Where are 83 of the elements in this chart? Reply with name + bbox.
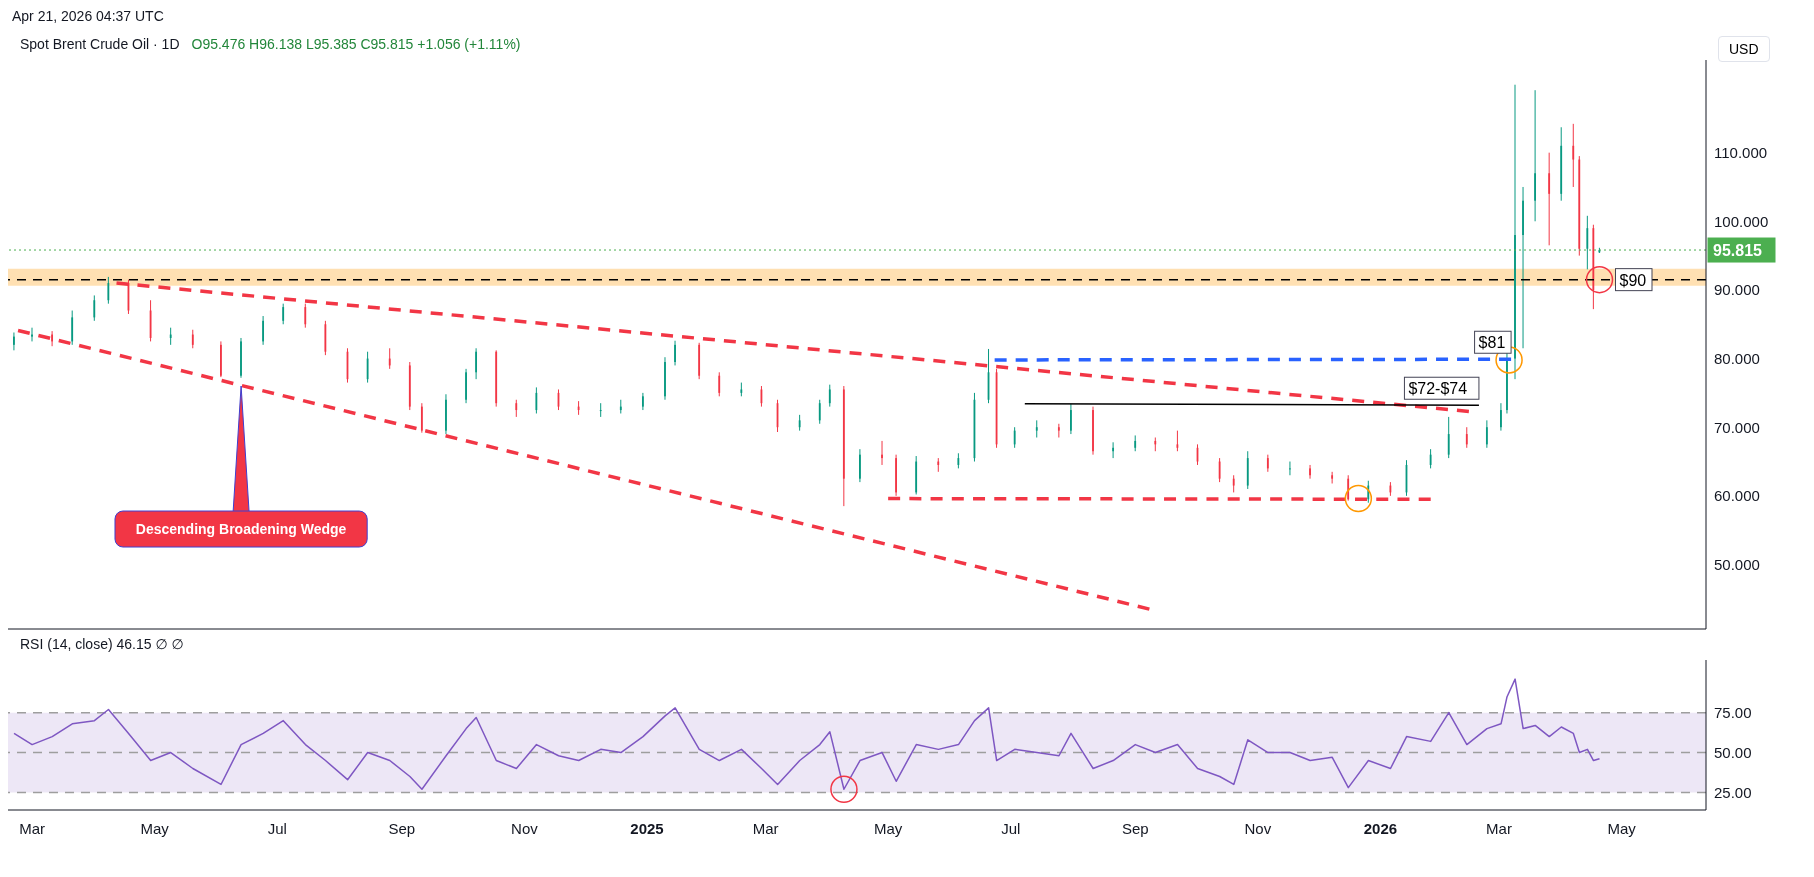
y-tick-label: 110.000 bbox=[1714, 143, 1768, 161]
candlestick bbox=[445, 393, 447, 435]
candlestick bbox=[1218, 457, 1221, 483]
text: Apr 21, 2026 04:37 UTC bbox=[12, 8, 164, 24]
x-tick-label: Nov bbox=[1244, 820, 1272, 837]
x-tick-label: Mar bbox=[1486, 820, 1512, 837]
candlestick bbox=[220, 340, 222, 378]
candlestick bbox=[1485, 419, 1488, 449]
x-tick-label: May bbox=[1607, 820, 1637, 837]
candlestick bbox=[1586, 215, 1589, 270]
y-tick-label: 60.000 bbox=[1714, 487, 1760, 505]
y-tick-label: 50.00 bbox=[1714, 743, 1752, 761]
candlestick bbox=[13, 331, 15, 351]
x-tick-label: Sep bbox=[388, 820, 416, 837]
candlestick bbox=[1013, 426, 1016, 449]
candlestick bbox=[1057, 423, 1060, 438]
x-tick-label: Jul bbox=[1001, 820, 1021, 837]
candlestick bbox=[1447, 416, 1450, 459]
chart-title: Spot Brent Crude Oil · 1D bbox=[20, 36, 180, 52]
candlestick bbox=[1092, 406, 1094, 456]
candlestick bbox=[1309, 464, 1311, 480]
candlestick bbox=[262, 315, 265, 346]
annotation: $90 bbox=[1619, 271, 1647, 289]
candlestick bbox=[1112, 441, 1115, 459]
candlestick bbox=[1506, 351, 1508, 414]
x-tick-label: Mar bbox=[19, 820, 46, 837]
y-tick-label: 100.000 bbox=[1714, 212, 1769, 230]
y-tick-label: 75.00 bbox=[1714, 703, 1752, 721]
chart-subtitle: O95.476 H96.138 L95.385 C95.815 +1.056 (+1.11%) bbox=[191, 36, 521, 52]
candlestick bbox=[475, 347, 478, 380]
candlestick bbox=[1429, 448, 1432, 469]
candlestick bbox=[31, 327, 33, 342]
candlestick bbox=[1548, 152, 1551, 246]
candlestick bbox=[465, 368, 467, 404]
candlestick bbox=[818, 399, 821, 425]
candlestick bbox=[1289, 461, 1291, 476]
annotation: $72-$74 bbox=[1408, 380, 1468, 398]
candlestick bbox=[304, 303, 307, 329]
ref-line-label: 95.815 bbox=[1713, 242, 1763, 260]
annotation: $81 bbox=[1478, 334, 1506, 352]
y-tick-label: 50.000 bbox=[1714, 555, 1760, 573]
y-tick-label: 25.00 bbox=[1714, 783, 1752, 801]
x-tick-label: May bbox=[873, 820, 903, 837]
x-tick-label: Nov bbox=[511, 820, 539, 837]
chart-title: RSI (14, close) 46.15 ∅ ∅ bbox=[20, 636, 184, 652]
candlestick bbox=[240, 337, 242, 379]
x-tick-label: Jul bbox=[267, 820, 287, 837]
candlestick bbox=[1514, 84, 1516, 380]
y-tick-label: 70.000 bbox=[1714, 418, 1760, 436]
candlestick bbox=[718, 371, 721, 397]
candlestick bbox=[881, 440, 883, 466]
candlestick bbox=[107, 276, 110, 305]
candlestick bbox=[599, 402, 602, 418]
candlestick bbox=[641, 392, 644, 411]
point bbox=[1585, 265, 1614, 294]
candlestick bbox=[674, 340, 676, 366]
candlestick bbox=[1522, 186, 1524, 349]
x-tick-label: Mar bbox=[752, 820, 779, 837]
y-tick-label: 90.000 bbox=[1714, 281, 1760, 299]
candlestick bbox=[1347, 474, 1350, 502]
x-tick-label: May bbox=[140, 820, 170, 837]
point bbox=[1344, 484, 1373, 513]
candlestick bbox=[828, 384, 831, 408]
candlestick bbox=[388, 347, 391, 370]
y-tick-label: 80.000 bbox=[1714, 349, 1760, 367]
x-tick-label: Sep bbox=[1121, 820, 1149, 837]
candlestick bbox=[535, 386, 538, 414]
annotation: Descending Broadening Wedge bbox=[135, 521, 347, 538]
candlestick bbox=[93, 294, 96, 322]
candlestick bbox=[1572, 123, 1575, 188]
candlestick bbox=[1534, 89, 1536, 222]
candlestick bbox=[664, 356, 666, 401]
candlestick bbox=[191, 329, 194, 349]
candlestick bbox=[859, 448, 861, 483]
candlestick bbox=[1070, 403, 1072, 435]
y-axis-title: USD bbox=[1718, 36, 1770, 62]
candlestick bbox=[282, 303, 285, 325]
candlestick bbox=[1465, 426, 1468, 449]
x-tick-label: 2026 bbox=[1363, 820, 1398, 837]
candlestick bbox=[1500, 402, 1502, 432]
x-tick-label: 2025 bbox=[630, 820, 664, 837]
candlestick bbox=[1331, 471, 1334, 484]
line-series bbox=[13, 678, 1601, 791]
